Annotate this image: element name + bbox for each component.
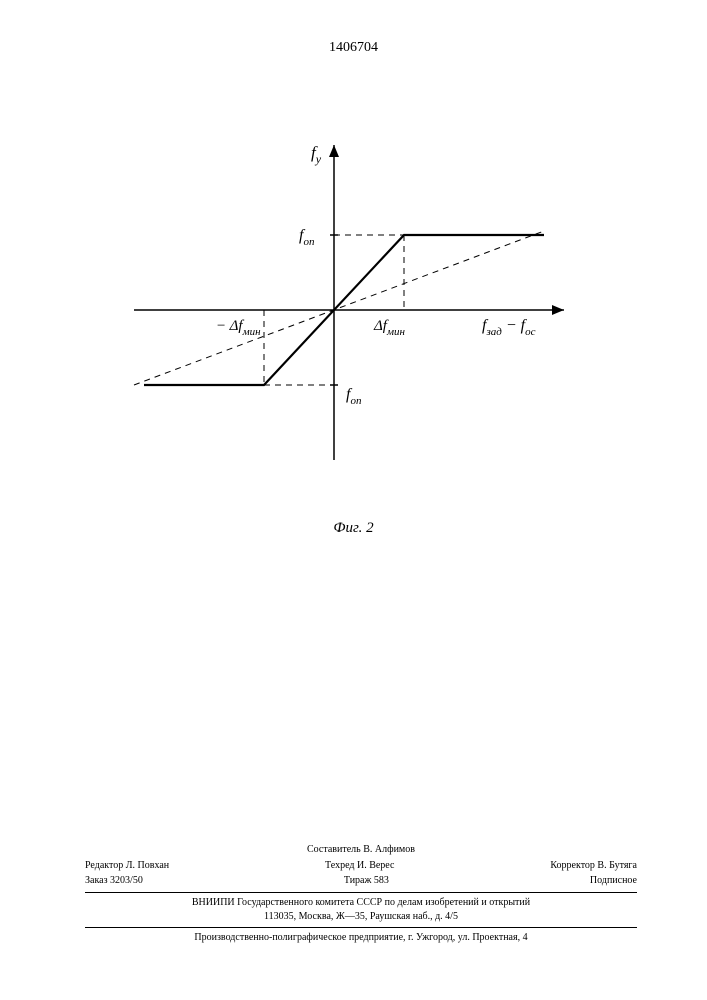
subscription: Подписное (590, 874, 637, 888)
production-line: Производственно-полиграфическое предприя… (85, 931, 637, 945)
order: Заказ 3203/50 (85, 874, 143, 888)
print-row: Заказ 3203/50 Тираж 583 Подписное (85, 874, 637, 888)
y-tick-pos-label: fоп (299, 227, 315, 248)
y-axis-label: fу (311, 143, 322, 166)
x-tick-pos-label: Δfмин (373, 318, 406, 338)
editor: Редактор Л. Повхан (85, 859, 169, 873)
x-tick-neg-label: − Δfмин (216, 318, 261, 338)
figure-caption: Фиг. 2 (333, 520, 373, 537)
page-number: 1406704 (329, 40, 378, 56)
corrector: Корректор В. Бутяга (550, 859, 637, 873)
techred: Техред И. Верес (325, 859, 394, 873)
chart-svg: fу fзад − fос fоп fоп Δfмин − Δfмин (124, 130, 584, 480)
compiler-line: Составитель В. Алфимов (85, 843, 637, 857)
figure-2-chart: fу fзад − fос fоп fоп Δfмин − Δfмин (124, 130, 584, 480)
x-axis-label: fзад − fос (482, 317, 536, 338)
footer-divider-2 (85, 927, 637, 928)
tirage: Тираж 583 (344, 874, 389, 888)
footer-divider-1 (85, 892, 637, 893)
footer-block: Составитель В. Алфимов Редактор Л. Повха… (85, 843, 637, 945)
credits-row: Редактор Л. Повхан Техред И. Верес Корре… (85, 859, 637, 873)
x-axis-arrow (552, 305, 564, 315)
dashed-diagonal (134, 231, 544, 385)
org-line-2: 113035, Москва, Ж—35, Раушская наб., д. … (85, 910, 637, 924)
y-axis-arrow (329, 145, 339, 157)
org-line-1: ВНИИПИ Государственного комитета СССР по… (85, 896, 637, 910)
y-tick-neg-label: fоп (346, 386, 362, 407)
